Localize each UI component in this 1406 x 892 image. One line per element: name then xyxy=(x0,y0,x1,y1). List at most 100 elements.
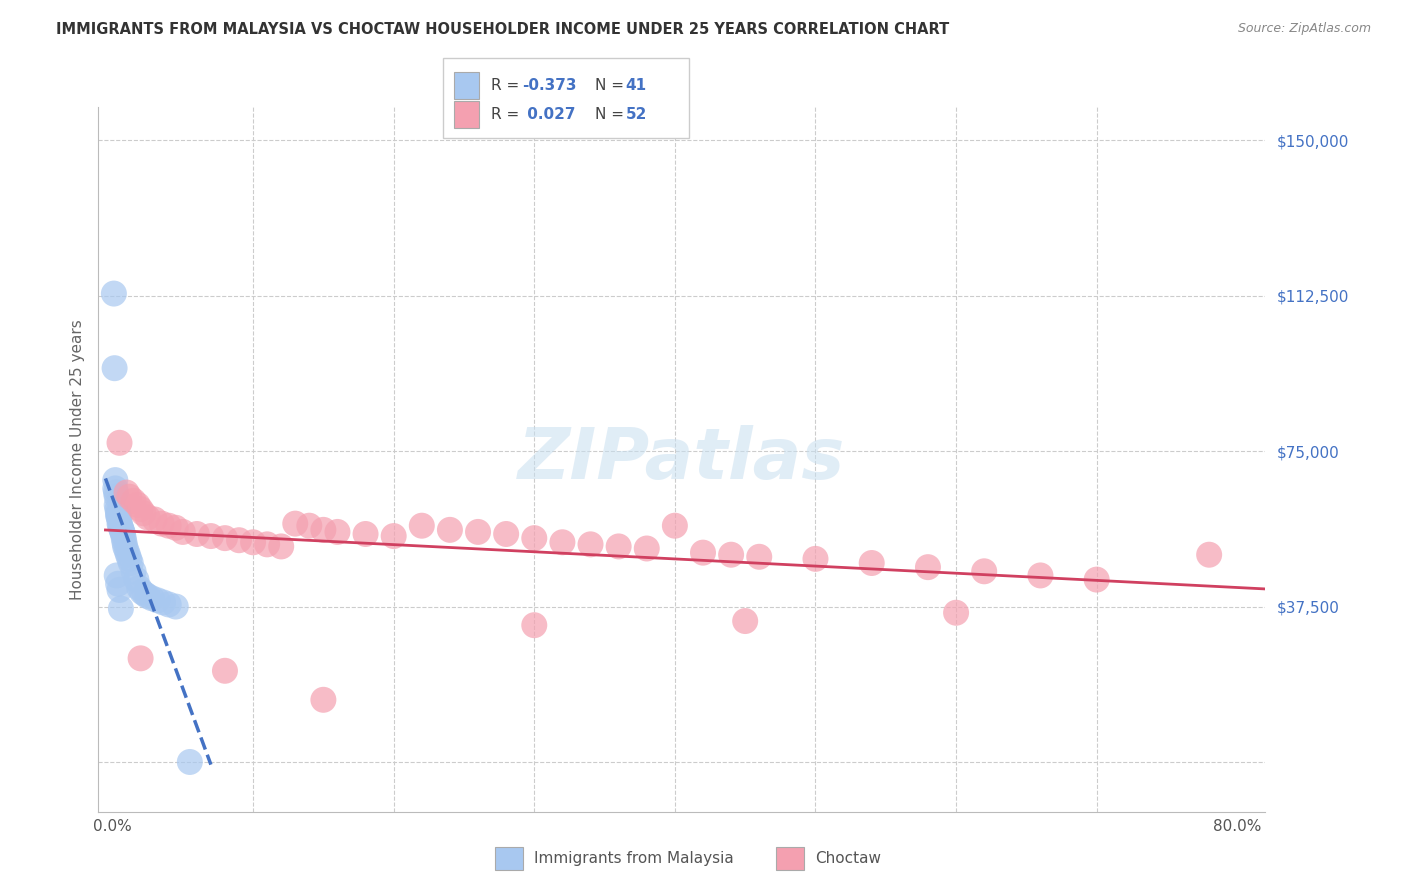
Point xyxy=(152,595,174,609)
Text: R =: R = xyxy=(491,78,524,93)
Point xyxy=(110,521,132,535)
Text: N =: N = xyxy=(595,107,628,121)
Point xyxy=(118,490,141,504)
Point xyxy=(105,485,128,500)
Point xyxy=(125,573,148,587)
Point xyxy=(157,518,180,533)
Point xyxy=(354,527,377,541)
Text: Choctaw: Choctaw xyxy=(815,851,882,865)
Point xyxy=(945,606,967,620)
Point xyxy=(110,518,132,533)
Point xyxy=(748,549,770,564)
Text: IMMIGRANTS FROM MALAYSIA VS CHOCTAW HOUSEHOLDER INCOME UNDER 25 YEARS CORRELATIO: IMMIGRANTS FROM MALAYSIA VS CHOCTAW HOUS… xyxy=(56,22,949,37)
Point xyxy=(131,585,153,599)
Point xyxy=(110,601,132,615)
Text: N =: N = xyxy=(595,78,628,93)
Point xyxy=(720,548,742,562)
Point xyxy=(256,537,278,551)
Text: 41: 41 xyxy=(626,78,647,93)
Point xyxy=(136,510,159,524)
Point xyxy=(439,523,461,537)
Point xyxy=(108,435,131,450)
Point xyxy=(636,541,658,556)
Point xyxy=(105,490,128,504)
Point xyxy=(107,508,129,523)
Point xyxy=(664,518,686,533)
Point xyxy=(200,529,222,543)
Point xyxy=(129,651,152,665)
Point xyxy=(165,599,187,614)
Point xyxy=(114,540,136,554)
Point xyxy=(136,589,159,603)
Point xyxy=(551,535,574,549)
Point xyxy=(132,506,155,520)
Point xyxy=(107,506,129,520)
Text: -0.373: -0.373 xyxy=(522,78,576,93)
Text: 52: 52 xyxy=(626,107,647,121)
Point xyxy=(214,531,236,545)
Point xyxy=(607,540,630,554)
Point xyxy=(107,502,129,516)
Point xyxy=(214,664,236,678)
Point xyxy=(104,482,127,496)
Point xyxy=(495,527,517,541)
Point xyxy=(122,493,145,508)
Point xyxy=(111,523,132,537)
Point xyxy=(179,755,201,769)
Point xyxy=(228,533,250,548)
Point xyxy=(115,543,138,558)
Point xyxy=(579,537,602,551)
Point xyxy=(112,531,135,545)
Text: Source: ZipAtlas.com: Source: ZipAtlas.com xyxy=(1237,22,1371,36)
Point xyxy=(326,524,349,539)
Point xyxy=(103,286,125,301)
Point xyxy=(411,518,433,533)
Point xyxy=(129,502,152,516)
Point xyxy=(108,510,131,524)
Point xyxy=(973,564,995,578)
Point xyxy=(104,361,127,376)
Point xyxy=(114,535,135,549)
Point xyxy=(108,512,131,526)
Point xyxy=(523,618,546,632)
Point xyxy=(312,523,335,537)
Point xyxy=(128,581,150,595)
Point xyxy=(523,531,546,545)
Point xyxy=(143,512,166,526)
Point xyxy=(467,524,489,539)
Point xyxy=(165,521,187,535)
Point xyxy=(127,498,149,512)
Point xyxy=(157,598,180,612)
Point xyxy=(1198,548,1220,562)
Point xyxy=(860,556,883,570)
Point xyxy=(917,560,939,574)
Point xyxy=(804,552,827,566)
Point xyxy=(104,473,127,487)
Text: ZIPatlas: ZIPatlas xyxy=(519,425,845,494)
Point xyxy=(1085,573,1108,587)
Point xyxy=(382,529,405,543)
Point xyxy=(117,548,139,562)
Point xyxy=(105,498,128,512)
Point xyxy=(150,516,173,531)
Point xyxy=(141,591,163,606)
Point xyxy=(108,582,131,597)
Text: R =: R = xyxy=(491,107,524,121)
Text: Immigrants from Malaysia: Immigrants from Malaysia xyxy=(534,851,734,865)
Point xyxy=(105,568,128,582)
Point xyxy=(107,576,129,591)
Point xyxy=(692,546,714,560)
Point xyxy=(146,593,169,607)
Text: 0.027: 0.027 xyxy=(522,107,575,121)
Point xyxy=(734,614,756,628)
Point xyxy=(134,587,156,601)
Point xyxy=(112,527,135,541)
Point xyxy=(1029,568,1052,582)
Point xyxy=(122,564,145,578)
Point xyxy=(120,556,142,570)
Point xyxy=(172,524,194,539)
Point xyxy=(108,516,131,531)
Point xyxy=(118,552,141,566)
Point xyxy=(270,540,292,554)
Point xyxy=(111,524,134,539)
